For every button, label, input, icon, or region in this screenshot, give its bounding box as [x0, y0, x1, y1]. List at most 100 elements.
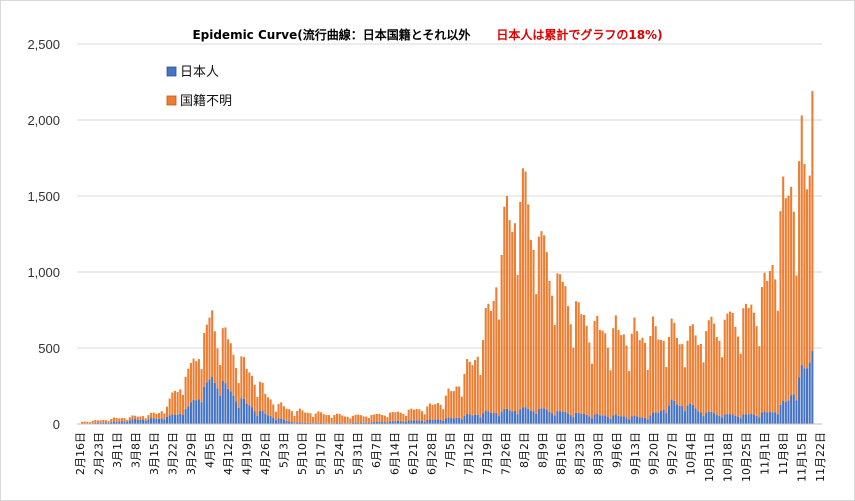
bar-japanese	[463, 416, 465, 424]
bar-japanese	[811, 351, 813, 424]
bar-japanese	[224, 383, 226, 424]
bar-unknown	[426, 406, 428, 420]
bar-unknown	[700, 344, 702, 412]
bar-unknown	[461, 397, 463, 420]
bar-unknown	[323, 414, 325, 423]
bar-unknown	[208, 318, 210, 380]
bar-unknown	[485, 308, 487, 411]
bar-japanese	[546, 410, 548, 424]
bar-unknown	[445, 396, 447, 419]
bar-unknown	[442, 409, 444, 421]
bar-unknown	[453, 391, 455, 418]
bar-japanese	[779, 405, 781, 424]
bar-unknown	[405, 416, 407, 422]
x-tick-label: 5月17日	[315, 432, 328, 475]
bar-unknown	[285, 409, 287, 421]
bar-japanese	[782, 401, 784, 424]
bar-japanese	[272, 418, 274, 424]
x-tick-label: 7月19日	[481, 432, 494, 475]
bar-unknown	[432, 405, 434, 420]
bar-japanese	[222, 381, 224, 424]
bar-japanese	[700, 412, 702, 424]
bar-japanese	[793, 394, 795, 424]
bar-japanese	[801, 365, 803, 424]
y-axis-labels: 05001,0001,5002,0002,500	[27, 37, 60, 432]
legend: 日本人 国籍不明	[167, 65, 232, 109]
bar-japanese	[471, 415, 473, 424]
bar-japanese	[671, 400, 673, 424]
bar-japanese	[596, 414, 598, 424]
bar-unknown	[540, 231, 542, 408]
bar-japanese	[785, 402, 787, 424]
x-tick-label: 6月28日	[426, 432, 439, 475]
bar-unknown	[487, 304, 489, 412]
bar-japanese	[264, 414, 266, 424]
bar-japanese	[697, 411, 699, 424]
bar-unknown	[203, 333, 205, 387]
bar-japanese	[567, 414, 569, 424]
bar-japanese	[238, 408, 240, 424]
bar-japanese	[586, 415, 588, 424]
x-tick-label: 4月5日	[204, 432, 217, 468]
bar-japanese	[275, 420, 277, 424]
bar-japanese	[243, 399, 245, 424]
bar-unknown	[506, 196, 508, 409]
bar-unknown	[753, 313, 755, 415]
x-tick-label: 11月15日	[796, 432, 809, 482]
bar-japanese	[679, 406, 681, 424]
bar-unknown	[243, 357, 245, 399]
x-tick-label: 8月16日	[555, 432, 568, 475]
bar-japanese	[660, 411, 662, 424]
bar-japanese	[647, 419, 649, 424]
bar-unknown	[230, 343, 232, 391]
x-tick-label: 9月20日	[648, 432, 661, 475]
bar-unknown	[809, 176, 811, 363]
bar-japanese	[564, 412, 566, 424]
bar-unknown	[381, 415, 383, 422]
bar-unknown	[758, 346, 760, 417]
bar-japanese	[461, 420, 463, 424]
bar-japanese	[612, 415, 614, 424]
bar-japanese	[559, 411, 561, 424]
bar-unknown	[270, 399, 272, 416]
y-tick-label: 1,000	[27, 265, 60, 280]
x-tick-label: 5月24日	[333, 432, 346, 475]
bar-japanese	[487, 411, 489, 424]
bar-unknown	[530, 240, 532, 411]
x-tick-label: 10月11日	[703, 432, 716, 482]
bar-series	[81, 91, 813, 424]
bar-japanese	[543, 408, 545, 424]
bar-unknown	[538, 237, 540, 409]
bar-japanese	[278, 418, 280, 424]
bar-japanese	[493, 413, 495, 424]
bar-japanese	[522, 408, 524, 424]
bar-unknown	[92, 421, 94, 423]
bar-japanese	[583, 414, 585, 424]
bar-unknown	[352, 416, 354, 423]
bar-japanese	[256, 416, 258, 424]
bar-japanese	[147, 419, 149, 424]
x-tick-label: 9月13日	[629, 432, 642, 475]
bar-unknown	[466, 359, 468, 414]
bar-japanese	[761, 412, 763, 424]
bar-unknown	[766, 281, 768, 413]
bar-unknown	[455, 386, 457, 417]
bar-japanese	[769, 412, 771, 424]
bar-japanese	[490, 413, 492, 424]
bar-japanese	[514, 411, 516, 424]
bar-japanese	[495, 413, 497, 424]
bar-unknown	[716, 337, 718, 415]
x-tick-label: 2月16日	[74, 432, 87, 475]
x-tick-label: 6月14日	[389, 432, 402, 475]
x-tick-label: 10月18日	[722, 432, 735, 482]
bar-unknown	[84, 422, 86, 424]
bar-japanese	[445, 418, 447, 424]
bar-japanese	[599, 415, 601, 424]
bar-unknown	[652, 316, 654, 412]
bar-japanese	[418, 421, 420, 424]
bar-japanese	[636, 417, 638, 424]
bar-unknown	[187, 369, 189, 407]
bar-japanese	[527, 409, 529, 424]
bar-japanese	[219, 396, 221, 424]
bar-unknown	[142, 416, 144, 420]
